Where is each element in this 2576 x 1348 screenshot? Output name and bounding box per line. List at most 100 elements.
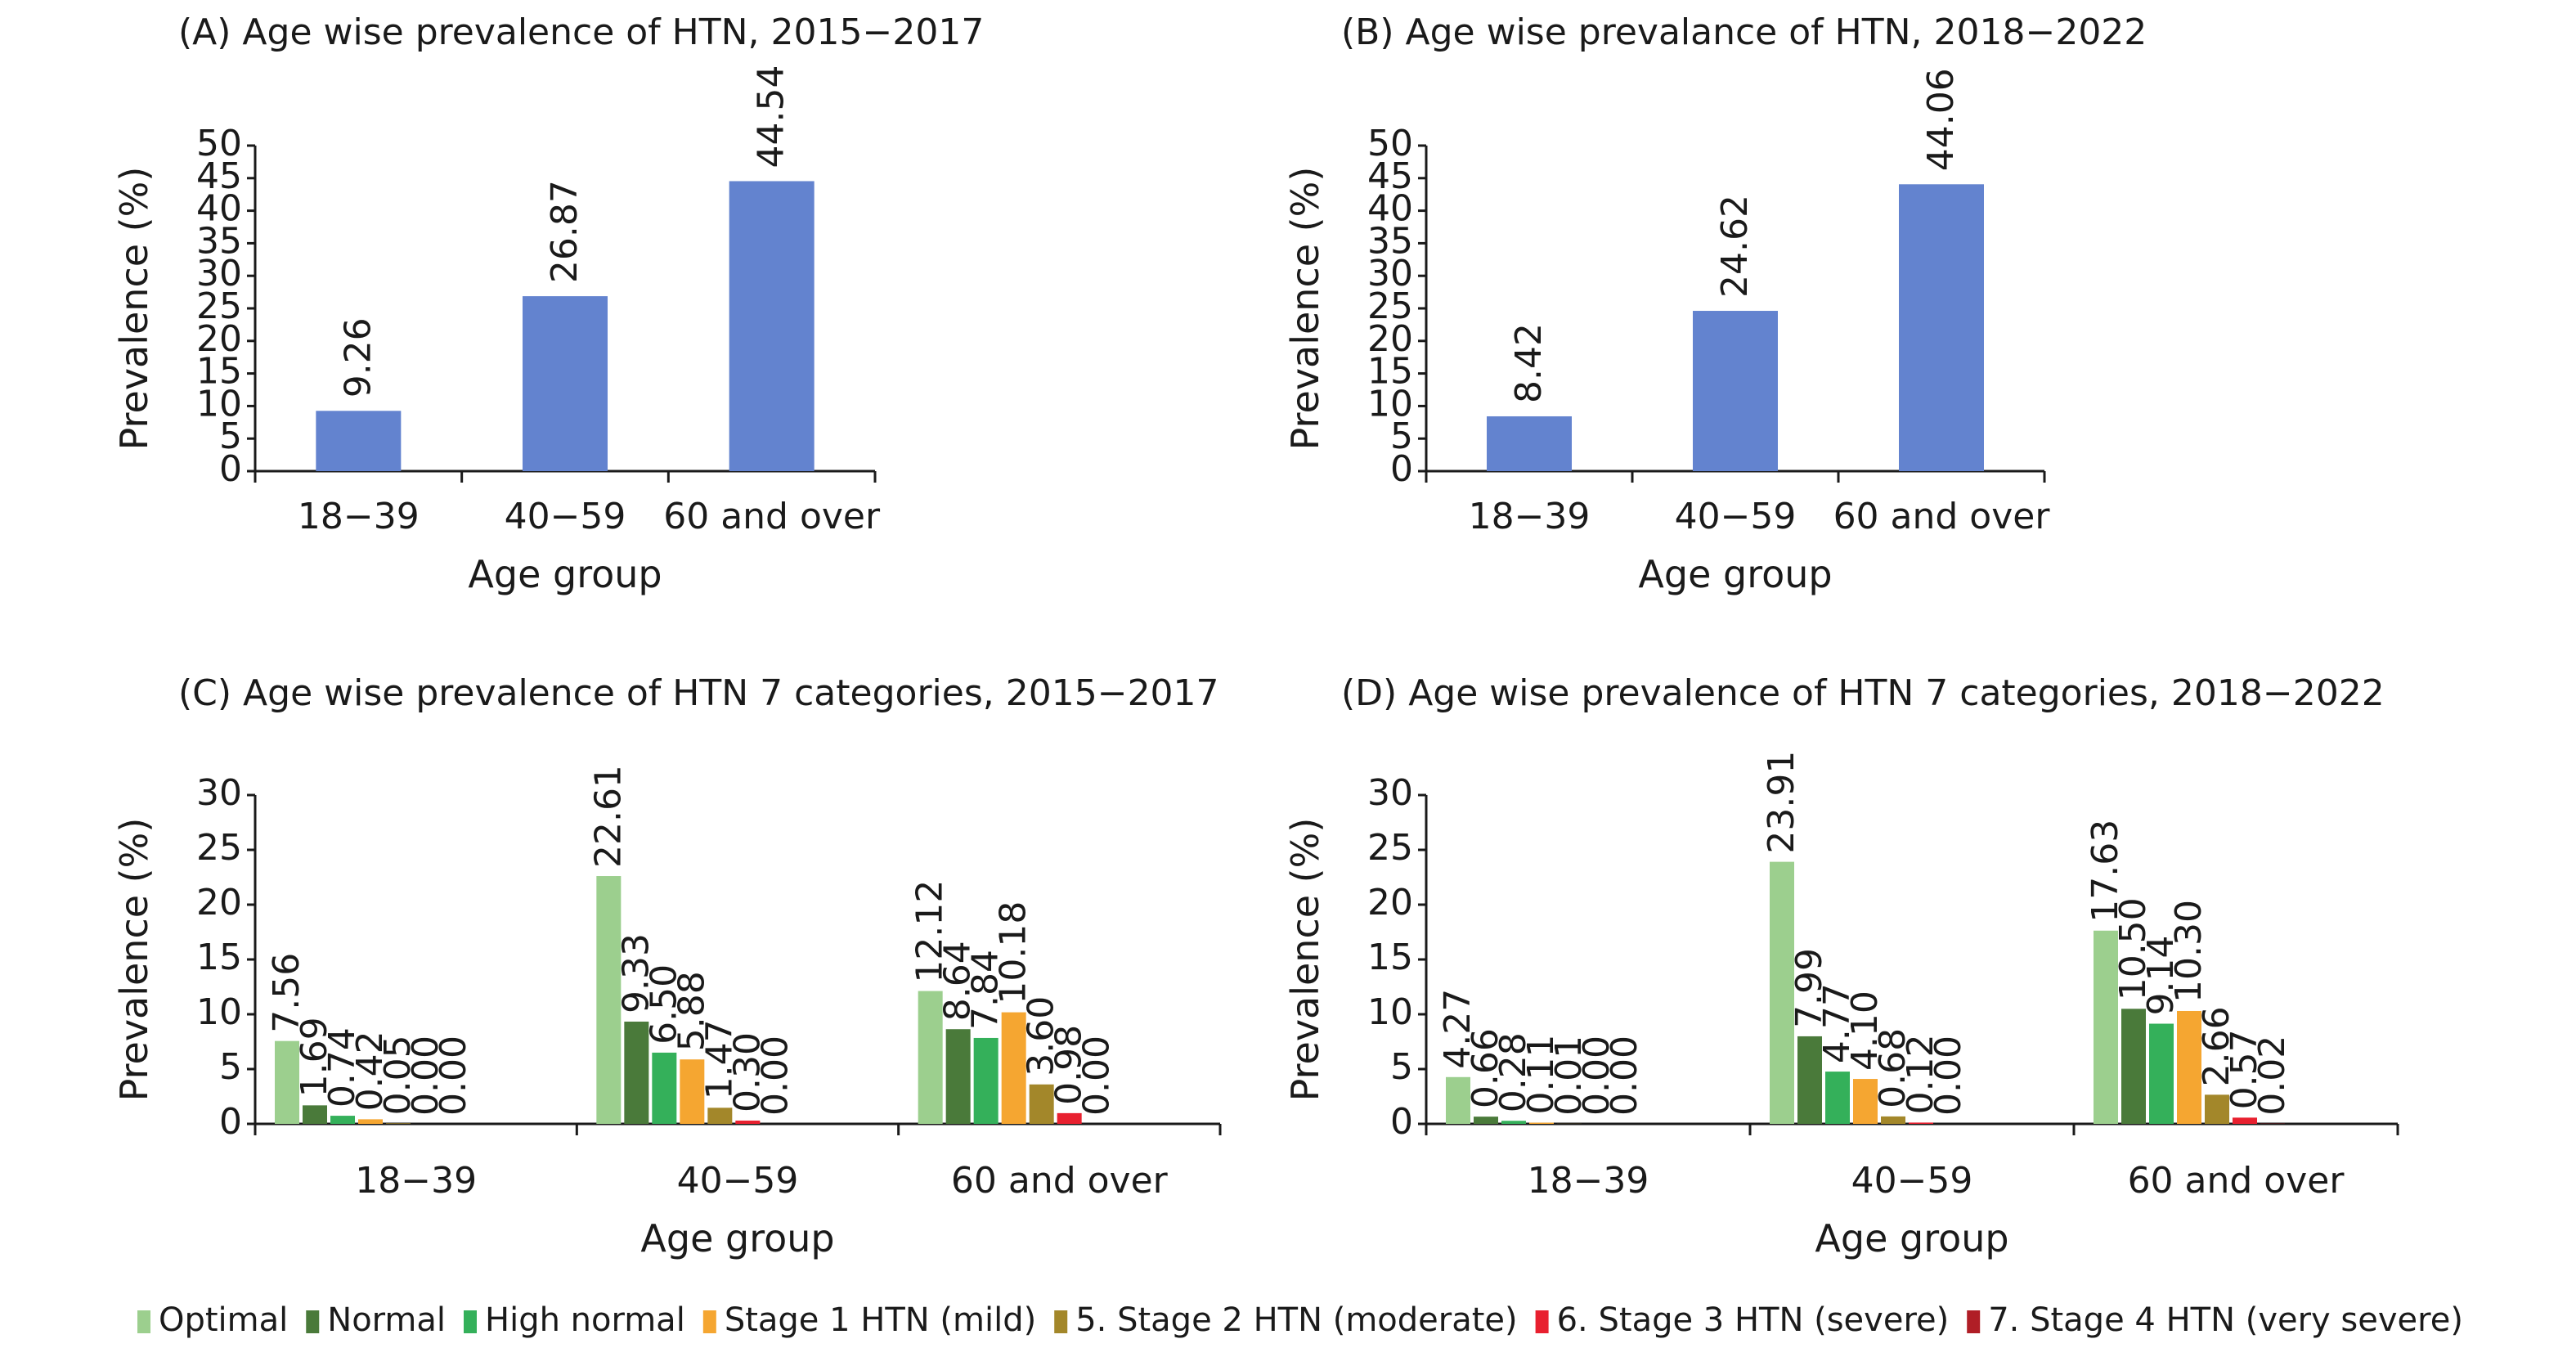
- data-label: 1.47: [698, 1019, 740, 1099]
- data-label: 5.88: [671, 971, 712, 1051]
- bar-optimal: [2094, 930, 2118, 1124]
- y-tick-label: 30: [1367, 772, 1413, 814]
- y-tick-label: 25: [196, 827, 242, 869]
- x-tick-label: 40−59: [505, 496, 626, 537]
- bar-normal: [624, 1021, 649, 1124]
- y-tick-label: 30: [196, 772, 242, 814]
- y-tick-label: 20: [196, 882, 242, 923]
- y-tick-label: 0: [219, 448, 242, 490]
- data-label: 1.69: [294, 1017, 335, 1097]
- data-label: 0.74: [321, 1027, 363, 1108]
- y-tick-label: 10: [196, 383, 242, 425]
- x-tick-label: 40−59: [1851, 1160, 1973, 1202]
- bar-high-normal: [1501, 1121, 1526, 1124]
- x-axis-label: Age group: [468, 552, 662, 596]
- y-tick-label: 20: [196, 318, 242, 360]
- bar-normal: [2121, 1009, 2146, 1124]
- bar-stage-1-htn-mild: [1001, 1012, 1026, 1124]
- legend-swatch: [306, 1310, 320, 1333]
- y-tick-label: 0: [219, 1101, 242, 1143]
- y-tick-label: 10: [1367, 383, 1413, 425]
- legend-label: 5. Stage 2 HTN (moderate): [1075, 1301, 1517, 1339]
- data-label: 4.77: [1816, 983, 1858, 1063]
- x-tick-label: 40−59: [1675, 496, 1797, 537]
- data-label: 7.99: [1788, 948, 1830, 1028]
- y-tick-label: 0: [1390, 448, 1413, 490]
- data-label: 8.42: [1508, 323, 1550, 403]
- data-label: 7.56: [266, 953, 307, 1033]
- bar-stage-1-htn-mild: [680, 1059, 705, 1124]
- data-label: 24.62: [1714, 195, 1756, 298]
- data-label: 4.27: [1437, 989, 1479, 1069]
- legend-label: 6. Stage 3 HTN (severe): [1557, 1301, 1950, 1339]
- bar-6-stage-3-htn-severe: [2233, 1117, 2257, 1124]
- bar-6-stage-3-htn-severe: [735, 1120, 761, 1124]
- data-label: 22.61: [587, 765, 629, 868]
- bar-optimal: [1770, 861, 1794, 1124]
- bar-high-normal: [1825, 1072, 1850, 1124]
- data-label: 0.00: [754, 1036, 796, 1116]
- legend-swatch: [1967, 1310, 1981, 1333]
- data-label: 0.00: [405, 1036, 447, 1116]
- x-axis-label: Age group: [1815, 1216, 2008, 1260]
- data-label: 44.06: [1920, 68, 1962, 171]
- y-tick-label: 40: [1367, 188, 1413, 230]
- y-axis-label: Prevalence (%): [1283, 167, 1327, 451]
- y-tick-label: 45: [196, 155, 242, 197]
- bar-6-stage-3-htn-severe: [1909, 1122, 1933, 1124]
- chart-title: (B) Age wise prevalance of HTN, 2018−202…: [1341, 11, 2147, 53]
- data-label: 0.00: [433, 1036, 474, 1116]
- bar-5-stage-2-htn-moderate: [1881, 1116, 1905, 1124]
- bar-normal: [303, 1105, 327, 1124]
- data-label: 10.30: [2168, 900, 2210, 1003]
- data-label: 0.00: [1604, 1036, 1645, 1116]
- data-label: 0.12: [1900, 1034, 1941, 1114]
- y-tick-label: 25: [196, 285, 242, 327]
- y-tick-label: 0: [1390, 1101, 1413, 1143]
- chart-panel-c: (C) Age wise prevalence of HTN 7 categor…: [112, 672, 1222, 1260]
- bar: [523, 296, 608, 471]
- bar: [1487, 416, 1572, 471]
- legend-label: 7. Stage 4 HTN (very severe): [1988, 1301, 2463, 1339]
- data-label: 0.00: [1928, 1036, 1969, 1116]
- data-label: 10.18: [993, 901, 1034, 1004]
- data-label: 0.57: [2224, 1029, 2265, 1109]
- bar-stage-1-htn-mild: [1529, 1122, 1554, 1124]
- y-tick-label: 30: [196, 253, 242, 294]
- bar-stage-1-htn-mild: [2177, 1010, 2201, 1124]
- data-label: 26.87: [544, 180, 586, 283]
- y-tick-label: 10: [1367, 991, 1413, 1033]
- data-label: 44.54: [751, 65, 792, 168]
- y-tick-label: 10: [196, 991, 242, 1033]
- bar-5-stage-2-htn-moderate: [386, 1123, 411, 1124]
- x-tick-label: 40−59: [677, 1160, 799, 1202]
- bar: [1899, 184, 1984, 471]
- y-tick-label: 15: [196, 351, 242, 393]
- y-tick-label: 5: [1390, 416, 1413, 457]
- chart-title: (D) Age wise prevalence of HTN 7 categor…: [1341, 672, 2385, 714]
- data-label: 23.91: [1761, 751, 1802, 854]
- y-tick-label: 5: [219, 416, 242, 457]
- bar-5-stage-2-htn-moderate: [2205, 1094, 2229, 1124]
- y-tick-label: 5: [1390, 1046, 1413, 1088]
- bar-6-stage-3-htn-severe: [1057, 1112, 1082, 1124]
- data-label: 0.00: [1576, 1036, 1618, 1116]
- data-label: 17.63: [2085, 820, 2126, 923]
- bar-stage-1-htn-mild: [1853, 1079, 1878, 1124]
- bar-optimal: [918, 991, 943, 1124]
- y-tick-label: 35: [1367, 220, 1413, 262]
- bar-high-normal: [2149, 1023, 2174, 1124]
- legend-label: High normal: [485, 1301, 685, 1339]
- data-label: 0.98: [1048, 1025, 1090, 1105]
- bar-high-normal: [652, 1052, 677, 1124]
- chart-title: (C) Age wise prevalence of HTN 7 categor…: [178, 672, 1219, 714]
- data-label: 0.68: [1872, 1028, 1914, 1108]
- legend: Optimal Normal High normal Stage 1 HTN (mil…: [137, 1301, 2463, 1339]
- bar-normal: [945, 1029, 971, 1124]
- x-tick-label: 18−39: [1469, 496, 1591, 537]
- x-tick-label: 18−39: [1528, 1160, 1649, 1202]
- bar: [1693, 311, 1778, 471]
- data-label: 0.11: [1520, 1035, 1562, 1115]
- y-axis-label: Prevalence (%): [1283, 818, 1327, 1102]
- bar-optimal: [1446, 1076, 1470, 1124]
